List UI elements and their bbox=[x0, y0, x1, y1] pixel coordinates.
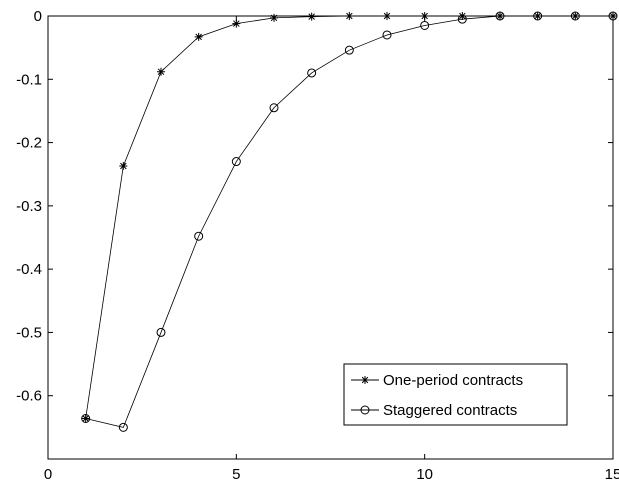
x-tick-label: 15 bbox=[605, 466, 619, 483]
legend-label-one-period: One-period contracts bbox=[383, 372, 523, 389]
y-tick-label: -0.5 bbox=[16, 324, 42, 341]
y-axis-ticks: 0 -0.1 -0.2 -0.3 -0.4 -0.5 -0.6 bbox=[16, 8, 613, 405]
data-point bbox=[231, 157, 241, 167]
legend-marker-staggered bbox=[360, 405, 370, 415]
data-point bbox=[345, 12, 354, 20]
y-tick-label: -0.1 bbox=[16, 71, 42, 88]
data-point bbox=[533, 11, 543, 21]
y-tick-label: -0.4 bbox=[16, 261, 42, 278]
data-point bbox=[458, 12, 467, 20]
data-point bbox=[232, 19, 241, 28]
legend-box bbox=[343, 363, 568, 426]
y-tick-label: -0.3 bbox=[16, 198, 42, 215]
legend-marker-one-period bbox=[361, 376, 369, 384]
data-point bbox=[570, 11, 580, 21]
data-point bbox=[495, 11, 505, 21]
data-point bbox=[383, 12, 391, 20]
data-point bbox=[194, 231, 204, 241]
data-point bbox=[269, 103, 279, 113]
y-tick-label: -0.2 bbox=[16, 135, 42, 152]
series-line-staggered bbox=[85, 15, 613, 428]
data-point bbox=[344, 45, 354, 55]
data-point bbox=[382, 30, 392, 40]
data-point bbox=[457, 14, 467, 24]
legend-circle-marker bbox=[360, 405, 370, 415]
data-point bbox=[307, 68, 317, 78]
data-point bbox=[119, 161, 128, 170]
x-tick-label: 5 bbox=[232, 466, 240, 483]
data-point bbox=[81, 413, 91, 423]
data-point bbox=[157, 67, 165, 76]
data-point bbox=[156, 327, 166, 337]
data-point bbox=[270, 13, 278, 22]
legend-label-staggered: Staggered contracts bbox=[383, 402, 517, 419]
data-point bbox=[194, 32, 203, 41]
legend: One-period contracts Staggered contracts bbox=[343, 363, 568, 426]
x-tick-label: 10 bbox=[416, 466, 433, 483]
data-point bbox=[608, 11, 618, 21]
data-point bbox=[420, 20, 430, 30]
data-point bbox=[118, 422, 128, 432]
x-tick-label: 0 bbox=[44, 466, 52, 483]
y-tick-label: 0 bbox=[34, 8, 42, 25]
data-point bbox=[420, 12, 429, 20]
series-layer bbox=[81, 11, 618, 432]
y-tick-label: -0.6 bbox=[16, 388, 42, 405]
data-point bbox=[307, 12, 316, 21]
legend-star-marker bbox=[361, 376, 369, 384]
